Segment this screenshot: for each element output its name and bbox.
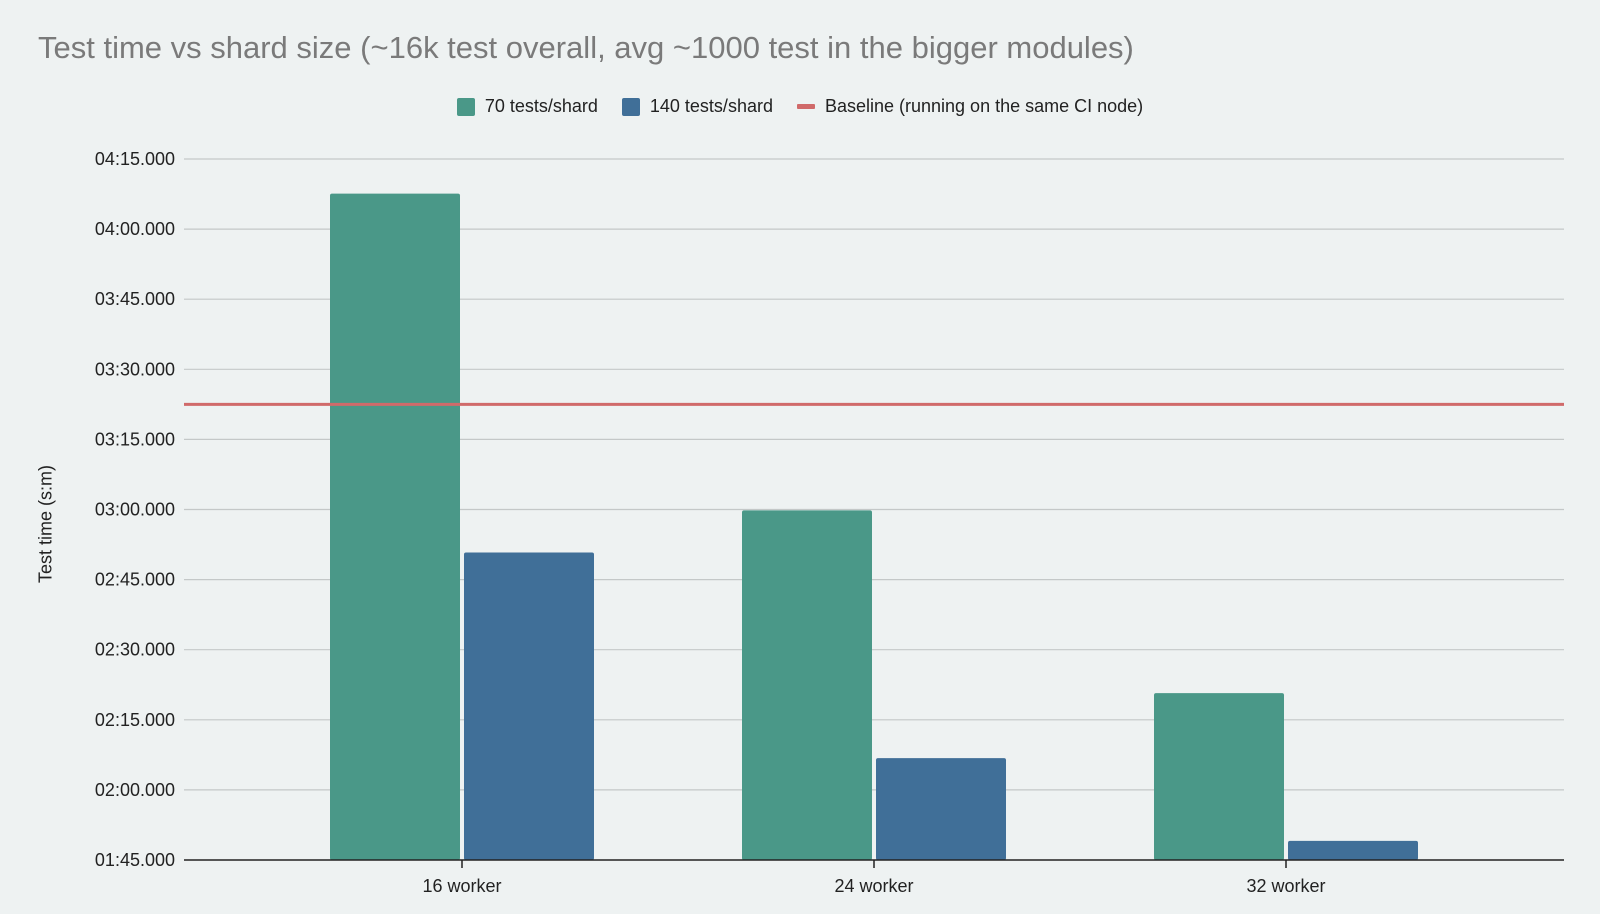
legend-item-70-tests[interactable]: 70 tests/shard bbox=[456, 96, 598, 117]
legend: 70 tests/shard 140 tests/shard Baseline … bbox=[0, 96, 1600, 117]
x-tick-label: 16 worker bbox=[422, 876, 501, 896]
y-tick-label: 04:15.000 bbox=[95, 149, 175, 169]
x-tick-label: 32 worker bbox=[1246, 876, 1325, 896]
bar-70-tests-shard-24-worker bbox=[742, 510, 872, 860]
legend-swatch-140-tests bbox=[621, 97, 640, 116]
y-tick-label: 02:30.000 bbox=[95, 640, 175, 660]
legend-label-70-tests: 70 tests/shard bbox=[484, 96, 598, 116]
chart-title: Test time vs shard size (~16k test overa… bbox=[38, 30, 1134, 65]
bar-70-tests-shard-32-worker bbox=[1154, 693, 1284, 860]
legend-label-140-tests: 140 tests/shard bbox=[649, 96, 773, 116]
y-tick-label: 03:00.000 bbox=[95, 500, 175, 520]
y-tick-label: 03:30.000 bbox=[95, 359, 175, 379]
y-tick-label: 03:15.000 bbox=[95, 429, 175, 449]
y-tick-label: 03:45.000 bbox=[95, 289, 175, 309]
legend-item-140-tests[interactable]: 140 tests/shard bbox=[621, 96, 773, 117]
legend-swatch-70-tests bbox=[456, 97, 475, 116]
legend-line-baseline bbox=[796, 104, 815, 109]
x-tick-label: 24 worker bbox=[834, 876, 913, 896]
y-tick-label: 02:00.000 bbox=[95, 780, 175, 800]
y-tick-label: 02:15.000 bbox=[95, 710, 175, 730]
legend-label-baseline: Baseline (running on the same CI node) bbox=[824, 96, 1144, 116]
y-tick-label: 04:00.000 bbox=[95, 219, 175, 239]
bar-70-tests-shard-16-worker bbox=[330, 193, 460, 861]
bar-140-tests-shard-24-worker bbox=[876, 758, 1006, 860]
y-tick-label: 02:45.000 bbox=[95, 570, 175, 590]
y-tick-label: 01:45.000 bbox=[95, 850, 175, 870]
bar-140-tests-shard-32-worker bbox=[1288, 840, 1418, 860]
legend-item-baseline[interactable]: Baseline (running on the same CI node) bbox=[796, 96, 1144, 117]
bar-140-tests-shard-16-worker bbox=[464, 552, 594, 860]
